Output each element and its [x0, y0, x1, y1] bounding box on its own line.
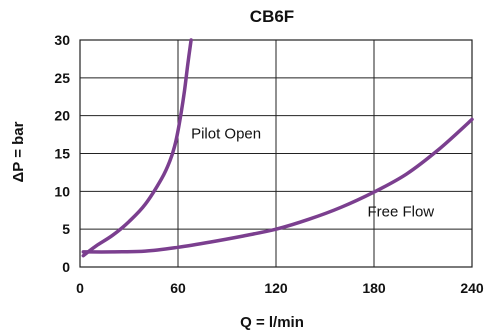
y-tick-label: 30 [54, 32, 70, 48]
annotations: Pilot Open Free Flow [191, 125, 434, 220]
curve-annotation: Pilot Open [191, 125, 261, 142]
y-tick-label: 0 [62, 259, 70, 275]
y-tick-label: 10 [54, 183, 70, 199]
x-axis-label: Q = l/min [240, 314, 304, 331]
tick-labels: 0 60 120 180 240 0 5 10 15 20 25 30 [54, 32, 483, 296]
y-tick-label: 15 [54, 146, 70, 162]
x-tick-label: 0 [76, 280, 84, 296]
chart-title: CB6F [250, 7, 294, 26]
plot-area [79, 39, 473, 268]
series-line [81, 38, 193, 258]
series-line [81, 117, 474, 254]
y-tick-label: 25 [54, 70, 70, 86]
grid [79, 39, 473, 268]
x-tick-label: 240 [460, 280, 484, 296]
x-tick-label: 60 [170, 280, 186, 296]
y-tick-label: 5 [62, 221, 70, 237]
series-lines [81, 38, 474, 258]
y-tick-label: 20 [54, 108, 70, 124]
x-tick-label: 180 [362, 280, 386, 296]
y-axis-label: ΔP = bar [10, 121, 27, 182]
x-tick-label: 120 [264, 280, 288, 296]
curve-annotation: Free Flow [367, 203, 434, 220]
